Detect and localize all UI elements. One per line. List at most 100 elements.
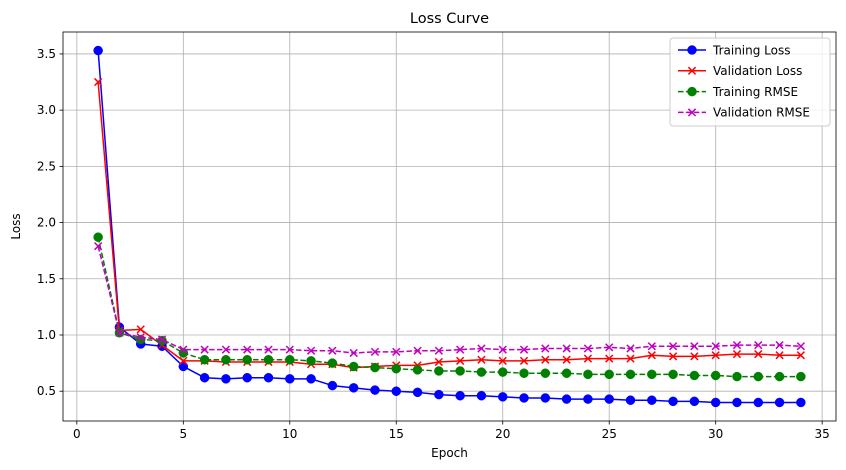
data-point-training-rmse xyxy=(668,369,678,380)
y-tick-label: 2.5 xyxy=(37,159,56,173)
data-point-training-rmse xyxy=(647,369,657,380)
data-point-training-rmse xyxy=(221,354,231,365)
data-point-training-rmse xyxy=(263,354,274,365)
data-point-training-loss xyxy=(391,386,402,396)
data-point-training-loss xyxy=(306,374,316,384)
data-point-validation-rmse xyxy=(306,346,316,355)
data-point-validation-rmse xyxy=(647,342,656,351)
data-point-training-rmse xyxy=(348,361,359,372)
data-point-validation-rmse xyxy=(732,340,742,350)
data-point-validation-loss xyxy=(605,354,614,363)
data-point-training-rmse xyxy=(583,369,593,380)
legend-entry-validation-rmse: Validation RMSE xyxy=(678,106,810,120)
x-axis: 0 5 10 15 20 25 30 35 xyxy=(73,421,830,441)
legend-entry-training-rmse: Training RMSE xyxy=(678,85,798,99)
data-point-training-loss xyxy=(583,394,593,404)
data-point-training-rmse xyxy=(370,362,380,373)
data-point-validation-loss xyxy=(136,325,145,334)
data-point-training-loss xyxy=(710,397,721,408)
data-point-training-rmse xyxy=(476,367,487,377)
data-point-training-loss xyxy=(285,374,295,384)
legend-label: Validation RMSE xyxy=(713,106,810,120)
data-point-training-loss xyxy=(93,45,103,56)
data-point-training-loss xyxy=(497,392,508,402)
data-point-training-rmse xyxy=(753,371,764,382)
data-point-training-rmse xyxy=(391,363,402,374)
data-point-training-rmse xyxy=(306,356,316,366)
data-point-validation-rmse xyxy=(583,344,593,353)
data-point-validation-rmse xyxy=(562,344,571,353)
series-line-validation-loss xyxy=(97,81,801,369)
data-point-training-rmse xyxy=(327,358,338,368)
data-point-validation-rmse xyxy=(796,342,805,351)
data-point-validation-loss xyxy=(732,349,742,359)
legend: Training Loss Validation Loss Training RMS… xyxy=(669,37,831,127)
data-point-validation-loss xyxy=(668,352,678,361)
series-training-loss xyxy=(93,45,806,408)
x-tick-label: 5 xyxy=(179,427,187,441)
legend-label: Training RMSE xyxy=(712,85,798,99)
data-point-training-loss xyxy=(732,397,742,408)
data-point-training-rmse xyxy=(455,366,465,376)
data-point-training-rmse xyxy=(519,368,529,378)
legend-label: Validation Loss xyxy=(713,64,802,78)
y-tick-label: 0.5 xyxy=(37,384,56,398)
data-point-validation-rmse xyxy=(349,348,358,358)
legend-box xyxy=(669,37,831,127)
data-point-validation-rmse xyxy=(413,346,422,355)
x-tick-label: 20 xyxy=(495,427,510,441)
plot-frame xyxy=(62,31,837,422)
data-point-training-rmse xyxy=(285,354,295,365)
data-point-training-loss xyxy=(455,390,465,401)
data-point-validation-loss xyxy=(583,354,593,363)
data-point-validation-rmse xyxy=(243,345,252,354)
data-point-validation-rmse xyxy=(200,345,209,354)
data-point-validation-rmse xyxy=(392,347,401,356)
data-point-training-rmse xyxy=(412,365,423,375)
data-point-validation-loss xyxy=(498,356,507,365)
data-point-training-loss xyxy=(540,393,551,403)
legend-entry-validation-loss: Validation Loss xyxy=(678,64,802,78)
data-point-training-loss xyxy=(519,393,529,403)
data-point-validation-rmse xyxy=(775,340,784,350)
series-line-validation-rmse xyxy=(97,245,801,354)
data-point-training-rmse xyxy=(93,232,103,242)
x-tick-label: 35 xyxy=(815,427,830,441)
data-point-training-loss xyxy=(753,397,764,408)
grid-lines xyxy=(63,32,836,421)
data-point-validation-loss xyxy=(541,355,550,364)
data-point-validation-rmse xyxy=(94,242,103,251)
data-point-validation-loss xyxy=(562,355,571,364)
x-tick-label: 10 xyxy=(282,427,297,441)
y-tick-label: 3.0 xyxy=(37,103,56,117)
data-point-training-loss xyxy=(370,385,380,395)
series-lines xyxy=(93,45,806,408)
data-point-validation-rmse xyxy=(115,328,124,337)
data-point-validation-rmse xyxy=(136,333,145,342)
data-point-validation-rmse xyxy=(668,342,678,351)
data-point-training-loss xyxy=(263,372,274,383)
data-point-training-rmse xyxy=(242,354,252,365)
y-tick-label: 1.0 xyxy=(37,328,56,342)
data-point-training-rmse xyxy=(710,370,721,381)
data-point-validation-rmse xyxy=(456,345,465,354)
y-tick-label: 2.0 xyxy=(37,216,56,230)
data-point-validation-rmse xyxy=(179,345,188,354)
x-tick-label: 30 xyxy=(708,427,723,441)
data-point-training-rmse xyxy=(561,368,572,378)
data-point-validation-loss xyxy=(434,357,443,367)
chart-title: Loss Curve xyxy=(410,11,489,27)
legend-marker xyxy=(687,45,697,55)
legend-marker xyxy=(687,108,697,117)
data-point-training-rmse xyxy=(434,366,444,376)
y-axis: 0.5 1.0 1.5 2.0 2.5 3.0 3.5 xyxy=(37,47,63,398)
data-point-training-loss xyxy=(774,397,785,408)
data-point-validation-rmse xyxy=(370,347,380,356)
data-point-training-loss xyxy=(221,374,231,384)
series-line-training-rmse xyxy=(97,237,801,378)
data-point-validation-rmse xyxy=(690,342,699,351)
data-point-training-loss xyxy=(434,389,444,400)
data-point-training-rmse xyxy=(497,367,508,377)
legend-marker xyxy=(687,66,697,75)
data-point-validation-loss xyxy=(519,356,529,365)
